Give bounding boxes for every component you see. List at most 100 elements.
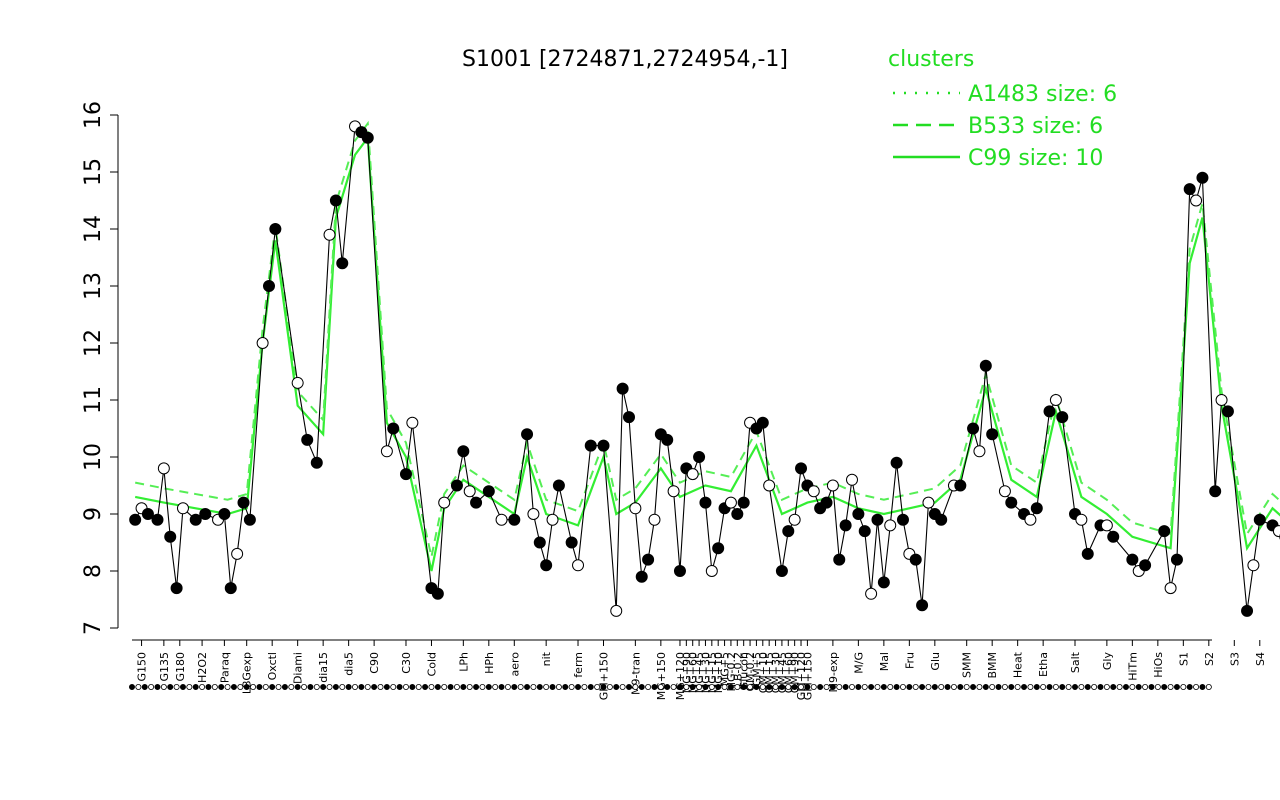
rug-mark: [498, 684, 505, 691]
data-point: [380, 445, 393, 458]
data-point: [457, 445, 470, 458]
x-tick-label: MG+60: [687, 652, 700, 693]
rug-mark: [301, 684, 308, 691]
rug-mark: [530, 684, 537, 691]
rug-mark: [428, 684, 435, 691]
data-point: [705, 565, 718, 577]
rug-mark: [1078, 684, 1085, 691]
rug-mark: [243, 684, 250, 691]
rug-mark: [810, 684, 817, 691]
data-point: [788, 513, 801, 526]
x-tick-label: SMM: [961, 652, 974, 678]
y-tick-label: 8: [81, 564, 106, 578]
rug-mark: [371, 684, 378, 691]
x-tick-label: MG+5: [719, 652, 732, 686]
data-point: [291, 376, 304, 389]
data-point: [782, 525, 795, 538]
rug-mark: [409, 684, 416, 691]
data-point: [387, 422, 400, 435]
data-point: [552, 479, 565, 492]
data-points: [129, 120, 1280, 617]
rug-mark: [199, 684, 206, 691]
data-point: [301, 433, 314, 446]
rug-mark: [154, 684, 161, 691]
rug-mark: [625, 684, 632, 691]
data-point: [1075, 513, 1088, 526]
data-point: [661, 433, 674, 446]
data-point: [1100, 519, 1113, 532]
rug-mark: [791, 684, 798, 691]
data-point: [756, 416, 769, 429]
data-point: [884, 519, 897, 532]
data-point: [323, 228, 336, 241]
data-point: [1170, 553, 1183, 566]
rug-mark: [804, 684, 811, 691]
rug-mark: [1129, 684, 1136, 691]
rug-mark: [778, 684, 785, 691]
x-tick-label: Etha: [1037, 652, 1050, 677]
data-point: [610, 604, 623, 617]
rug-mark: [1186, 684, 1193, 691]
rug-mark: [823, 684, 830, 691]
data-point: [269, 223, 282, 235]
data-point: [533, 536, 546, 549]
x-tick-label: G180: [174, 652, 187, 682]
y-tick-label: 13: [81, 272, 106, 300]
data-point: [1024, 513, 1037, 526]
data-point: [463, 485, 476, 498]
rug-mark: [205, 684, 212, 691]
chart-title: S1001 [2724871,2724954,-1]: [462, 47, 788, 72]
data-point: [629, 502, 642, 515]
rug-mark: [664, 684, 671, 691]
data-point: [406, 416, 419, 429]
rug-mark: [683, 684, 690, 691]
data-point: [1183, 183, 1196, 196]
rug-mark: [536, 684, 543, 691]
rug-mark: [517, 684, 524, 691]
rug-mark: [715, 684, 722, 691]
rug-mark: [734, 684, 741, 691]
x-tick-label: BMM: [986, 652, 999, 679]
data-point: [1139, 559, 1152, 572]
rug-mark: [1148, 684, 1155, 691]
mean-polyline: [134, 134, 1280, 572]
rug-mark: [1173, 684, 1180, 691]
data-point: [565, 536, 578, 549]
rug-mark: [192, 684, 199, 691]
rug-mark: [766, 684, 773, 691]
rug-mark: [645, 684, 652, 691]
data-point: [890, 456, 903, 469]
rug-mark: [511, 684, 518, 691]
x-tick-label: dia5: [343, 652, 356, 676]
x-tick-label: Paraq: [218, 652, 231, 683]
rug-mark: [689, 684, 696, 691]
rug-mark: [568, 684, 575, 691]
rug-mark: [148, 684, 155, 691]
x-tick-label: GM+150: [598, 652, 611, 700]
rug-mark: [1103, 684, 1110, 691]
y-tick-label: 11: [81, 386, 106, 414]
rug-mark: [1135, 684, 1142, 691]
rug-mark: [976, 684, 983, 691]
data-point: [846, 473, 858, 486]
data-point: [865, 587, 878, 600]
rug-mark: [1097, 684, 1104, 691]
data-point: [979, 359, 992, 372]
rug-mark: [320, 684, 327, 691]
data-point: [243, 513, 256, 526]
data-point: [858, 525, 871, 538]
data-point: [1049, 394, 1062, 406]
rug-mark: [160, 684, 167, 691]
x-tick-label: MG+15: [706, 652, 719, 693]
rug-mark: [651, 684, 658, 691]
x-tick-label: C30: [400, 652, 413, 674]
data-point: [896, 513, 909, 526]
rug-mark: [759, 684, 766, 691]
data-point: [973, 445, 986, 458]
data-point: [1126, 553, 1139, 566]
data-point: [807, 485, 820, 498]
x-tick-label: Oxctl: [266, 652, 279, 680]
x-tick-label: LB-0.2: [731, 652, 744, 687]
data-point: [1209, 485, 1222, 498]
